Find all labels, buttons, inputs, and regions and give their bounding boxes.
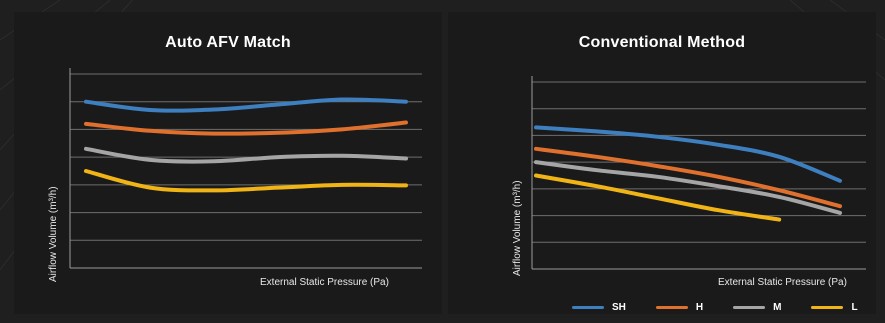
chart-title: Conventional Method (578, 34, 746, 51)
line-chart-conventional (531, 76, 866, 270)
legend-swatch (811, 305, 844, 309)
series-line-sh (534, 125, 842, 183)
line-chart-auto-afv (69, 68, 422, 269)
series-line-h (84, 120, 408, 136)
x-axis-label: External Static Pressure (Pa) (260, 277, 389, 288)
legend-item-m: M (733, 302, 781, 313)
series-line-m (84, 146, 408, 164)
legend-swatch (572, 305, 604, 309)
chart-card-auto-afv: Auto AFV Match Airflow Volume (m³/h) Ext… (14, 12, 442, 314)
legend-label: H (695, 301, 704, 313)
series-line-l (534, 173, 782, 222)
legend-item-sh: SH (572, 302, 626, 313)
series-line-m (534, 160, 842, 215)
legend-item-l: L (811, 301, 858, 313)
legend-swatch (655, 305, 688, 309)
series-line-sh (84, 97, 408, 113)
legend-swatch (733, 305, 766, 309)
y-axis-label: Airflow Volume (m³/h) (48, 186, 59, 282)
legend-label: SH (612, 301, 626, 313)
legend-label: L (851, 301, 858, 313)
chart-card-conventional: Conventional Method Airflow Volume (m³/h… (448, 12, 876, 314)
y-axis-label: Airflow Volume (m³/h) (512, 180, 523, 276)
x-axis-label: External Static Pressure (Pa) (718, 277, 847, 288)
legend-label: M (773, 301, 782, 313)
series-line-h (534, 146, 842, 209)
legend-item-h: H (655, 301, 704, 313)
chart-title: Auto AFV Match (165, 34, 291, 51)
chart-legend: SH H M L (572, 299, 885, 315)
series-line-l (84, 169, 408, 193)
